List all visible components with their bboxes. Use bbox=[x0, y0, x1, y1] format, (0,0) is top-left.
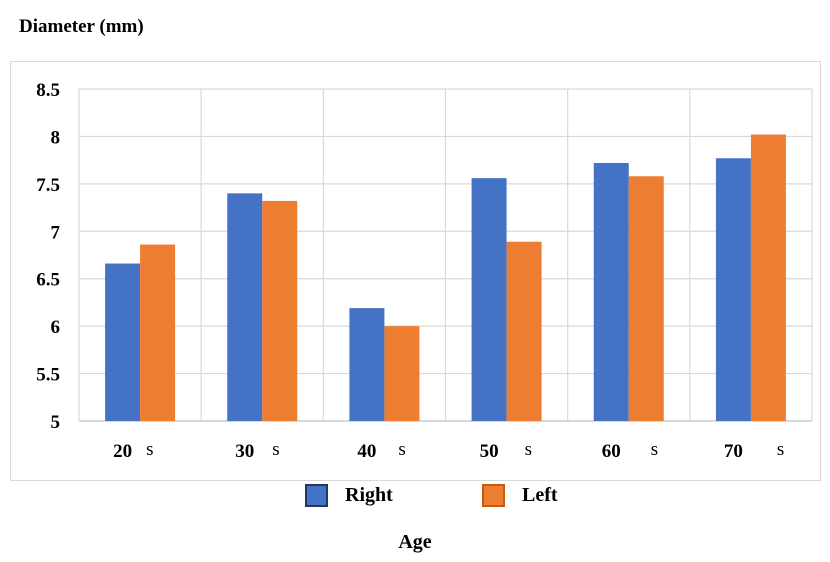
x-tick-suffix: s bbox=[398, 439, 405, 460]
bar-right-40 bbox=[349, 308, 385, 421]
x-tick-suffix: s bbox=[777, 439, 784, 460]
x-axis-title: Age bbox=[398, 531, 432, 553]
bar-left-30 bbox=[262, 200, 298, 421]
y-tick-label: 6 bbox=[51, 317, 61, 338]
bar-left-20 bbox=[140, 244, 176, 421]
y-tick-label: 8.5 bbox=[36, 80, 60, 101]
bar-left-40 bbox=[384, 326, 420, 421]
x-tick-suffix: s bbox=[651, 439, 658, 460]
bar-right-70 bbox=[715, 158, 751, 421]
legend-label-left: Left bbox=[522, 484, 558, 506]
x-tick-label: 70 bbox=[724, 441, 743, 462]
legend-item-right: Right bbox=[305, 484, 393, 507]
legend-label-right: Right bbox=[345, 484, 393, 506]
x-tick-label: 30 bbox=[235, 441, 254, 462]
bar-left-50 bbox=[506, 241, 542, 421]
x-tick-suffix: s bbox=[525, 439, 532, 460]
bar-left-60 bbox=[628, 176, 664, 421]
bar-right-20 bbox=[105, 263, 141, 421]
x-tick-label: 50 bbox=[480, 441, 499, 462]
x-tick-label: 40 bbox=[357, 441, 376, 462]
legend-swatch-right bbox=[305, 484, 328, 507]
bars bbox=[105, 134, 786, 421]
y-tick-label: 5.5 bbox=[36, 365, 60, 386]
x-tick-suffix: s bbox=[146, 439, 153, 460]
chart-frame bbox=[10, 61, 821, 481]
legend: Right Left bbox=[0, 484, 830, 518]
bar-right-60 bbox=[593, 162, 629, 421]
legend-item-left: Left bbox=[482, 484, 558, 507]
y-tick-label: 8 bbox=[51, 127, 61, 148]
y-axis-title: Diameter (mm) bbox=[19, 16, 144, 37]
x-tick-label: 60 bbox=[602, 441, 621, 462]
gridlines bbox=[78, 88, 813, 422]
y-tick-label: 7.5 bbox=[36, 175, 60, 196]
bar-right-30 bbox=[227, 193, 263, 421]
y-tick-labels: 5 5.5 6 6.5 7 7.5 8 8.5 bbox=[36, 80, 60, 433]
legend-swatch-left bbox=[482, 484, 505, 507]
y-tick-label: 6.5 bbox=[36, 270, 60, 291]
y-tick-label: 5 bbox=[51, 412, 61, 433]
bar-right-50 bbox=[471, 178, 507, 421]
x-tick-labels: 20 s 30 s 40 s 50 s 60 s 70 s bbox=[113, 439, 784, 462]
x-tick-label: 20 bbox=[113, 441, 132, 462]
bar-left-70 bbox=[750, 134, 786, 421]
y-tick-label: 7 bbox=[51, 222, 61, 243]
x-tick-suffix: s bbox=[272, 439, 279, 460]
